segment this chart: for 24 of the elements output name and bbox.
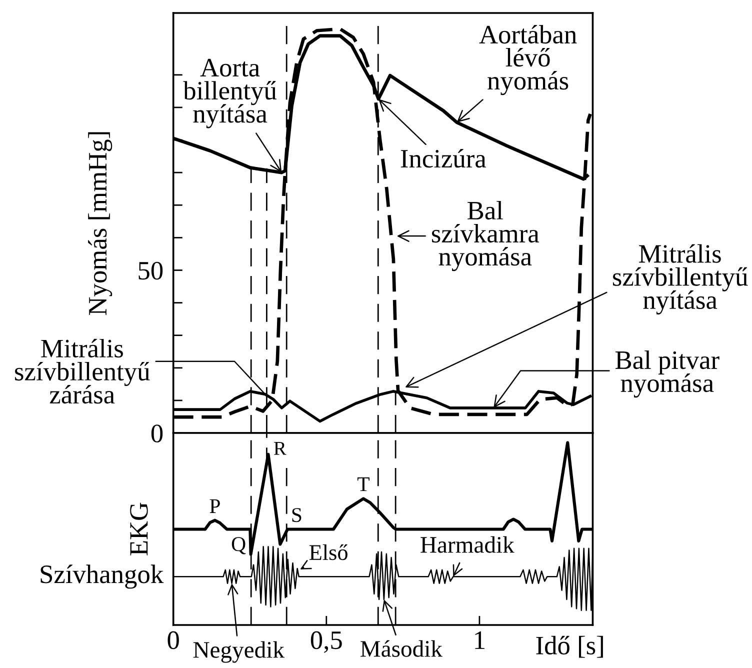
annotation: Aortában lévő nyomás [479,24,577,96]
annotation: Első [309,544,348,560]
annotation: T [357,477,370,492]
x-tick-label: 1 [475,631,484,649]
series-label: Szívhangok [40,564,164,589]
x-tick-label: 0,5 [310,631,342,653]
annotation: Q [232,537,246,554]
annotation: Mitrális szívbillentyű nyítása [612,244,748,314]
annotation: Bal szívkamra nyomása [432,201,539,272]
annotation: Negyedik [193,641,285,663]
annotation: Harmadik [420,536,514,553]
annotation: S [292,508,302,522]
annotation: Incizúra [400,149,486,168]
y-axis-title: Nyomás [mmHg] [88,132,112,315]
y-axis-title: EKG [130,502,148,556]
x-axis-title: Idő [s] [536,636,603,658]
y-tick-label: 50 [138,262,163,280]
annotation: Mitrális szívbillentyű zárása [15,338,150,404]
annotation: R [274,442,286,455]
annotation: Bal pitvar nyomása [616,350,720,398]
x-tick-label: 0 [168,631,179,650]
annotation: Aorta billentyű nyítása [183,58,276,128]
annotation: P [210,499,220,513]
annotation: Második [360,640,442,657]
